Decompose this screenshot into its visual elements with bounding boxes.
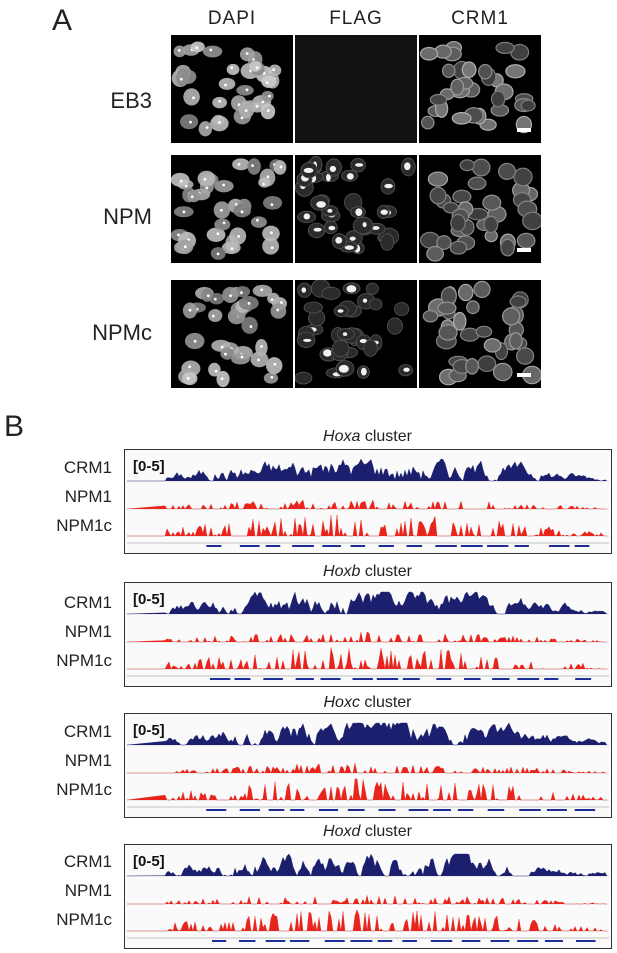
scale-bar xyxy=(517,128,531,132)
column-label-flag: FLAG xyxy=(329,8,383,29)
micrograph-eb3-dapi xyxy=(171,35,293,143)
micrograph-npm-crm1 xyxy=(419,155,541,263)
column-label-crm1: CRM1 xyxy=(451,8,509,29)
genome-browser-track-hoxd: [0-5] xyxy=(124,844,612,949)
row-label-npm: NPM xyxy=(103,204,152,229)
track-label-npm1c: NPM1c xyxy=(56,910,112,929)
track-label-npm1: NPM1 xyxy=(64,622,112,641)
panel-a-letter: A xyxy=(52,4,73,37)
micrograph-npmc-flag xyxy=(295,280,417,388)
genome-browser-track-hoxc: [0-5] xyxy=(124,713,612,818)
track-label-crm1: CRM1 xyxy=(63,458,112,477)
track-label-npm1: NPM1 xyxy=(64,881,112,900)
track-label-crm1: CRM1 xyxy=(63,852,112,871)
micrograph-eb3-flag xyxy=(295,35,417,143)
track-label-npm1: NPM1 xyxy=(64,751,112,770)
track-label-npm1: NPM1 xyxy=(64,487,112,506)
micrograph-eb3-crm1 xyxy=(419,35,541,143)
cluster-title-hoxa: Hoxa cluster xyxy=(323,428,412,445)
scale-bar xyxy=(517,373,531,377)
cluster-title-hoxb: Hoxb cluster xyxy=(323,563,412,580)
track-range-label: [0-5] xyxy=(133,722,165,739)
track-label-npm1c: NPM1c xyxy=(56,651,112,670)
genome-browser-track-hoxa: [0-5] xyxy=(124,449,612,554)
track-range-label: [0-5] xyxy=(133,853,165,870)
micrograph-npmc-crm1 xyxy=(419,280,541,388)
genome-browser-track-hoxb: [0-5] xyxy=(124,582,612,687)
micrograph-npm-dapi xyxy=(171,155,293,263)
cluster-title-hoxd: Hoxd cluster xyxy=(323,823,412,840)
column-label-dapi: DAPI xyxy=(207,8,257,29)
row-label-npmc: NPMc xyxy=(92,320,152,345)
track-label-crm1: CRM1 xyxy=(63,722,112,741)
track-range-label: [0-5] xyxy=(133,458,165,475)
panel-b-letter: B xyxy=(4,410,25,443)
cluster-title-hoxc: Hoxc cluster xyxy=(323,694,412,711)
row-label-eb3: EB3 xyxy=(110,88,152,113)
track-label-crm1: CRM1 xyxy=(63,593,112,612)
micrograph-npmc-dapi xyxy=(171,280,293,388)
track-label-npm1c: NPM1c xyxy=(56,780,112,799)
micrograph-npm-flag xyxy=(295,155,417,263)
track-label-npm1c: NPM1c xyxy=(56,516,112,535)
scale-bar xyxy=(517,248,531,252)
track-range-label: [0-5] xyxy=(133,591,165,608)
